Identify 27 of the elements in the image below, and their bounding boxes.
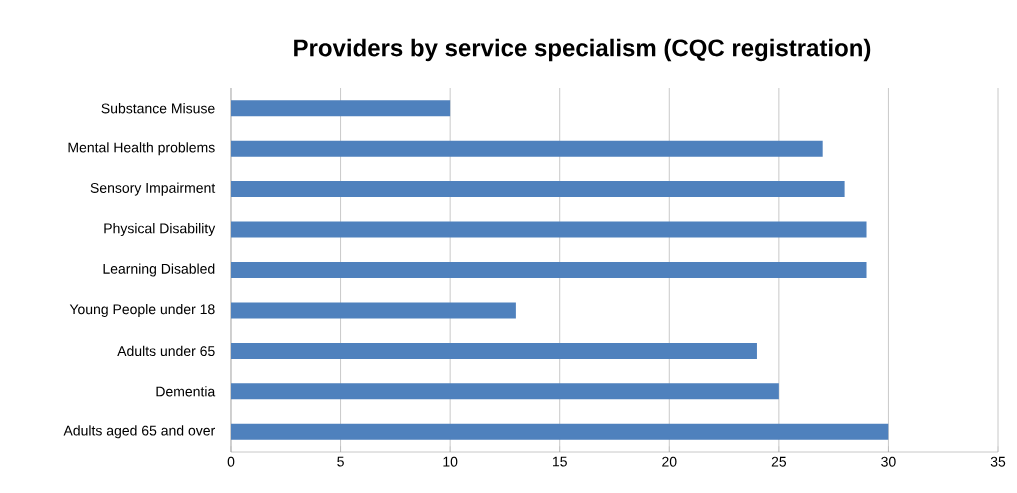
- y-tick-label: Learning Disabled: [103, 263, 215, 277]
- x-tick-label: 25: [771, 456, 787, 467]
- y-tick-label: Substance Misuse: [101, 103, 215, 114]
- x-tick-label: 35: [990, 456, 1006, 467]
- bar: [231, 181, 845, 198]
- bar: [231, 262, 867, 279]
- x-tick-label: 30: [881, 456, 896, 467]
- bar: [231, 383, 779, 400]
- x-tick-label: 10: [443, 456, 458, 467]
- x-tick-label: 20: [662, 456, 677, 467]
- bar: [231, 342, 757, 359]
- y-tick-label: Mental Health problems: [68, 142, 215, 156]
- bar: [231, 302, 516, 319]
- bar: [231, 100, 451, 117]
- bar: [231, 140, 823, 157]
- y-tick-label: Dementia: [156, 386, 216, 397]
- y-tick-label: Young People under 18: [69, 303, 215, 317]
- y-tick-label: Adults under 65: [117, 345, 215, 357]
- x-tick-label: 15: [553, 456, 567, 467]
- y-tick-label: Sensory Impairment: [90, 182, 216, 196]
- bar: [231, 221, 867, 238]
- x-tick-label: 0: [227, 456, 235, 467]
- bar: [231, 423, 889, 440]
- x-tick-label: 5: [337, 456, 344, 467]
- y-tick-label: Adults aged 65 and over: [63, 425, 215, 439]
- chart-title: Providers by service specialism (CQC registration): [294, 38, 871, 62]
- y-tick-label: Physical Disability: [104, 223, 216, 237]
